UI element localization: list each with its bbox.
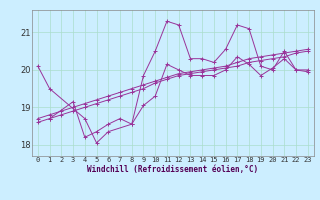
X-axis label: Windchill (Refroidissement éolien,°C): Windchill (Refroidissement éolien,°C) bbox=[87, 165, 258, 174]
